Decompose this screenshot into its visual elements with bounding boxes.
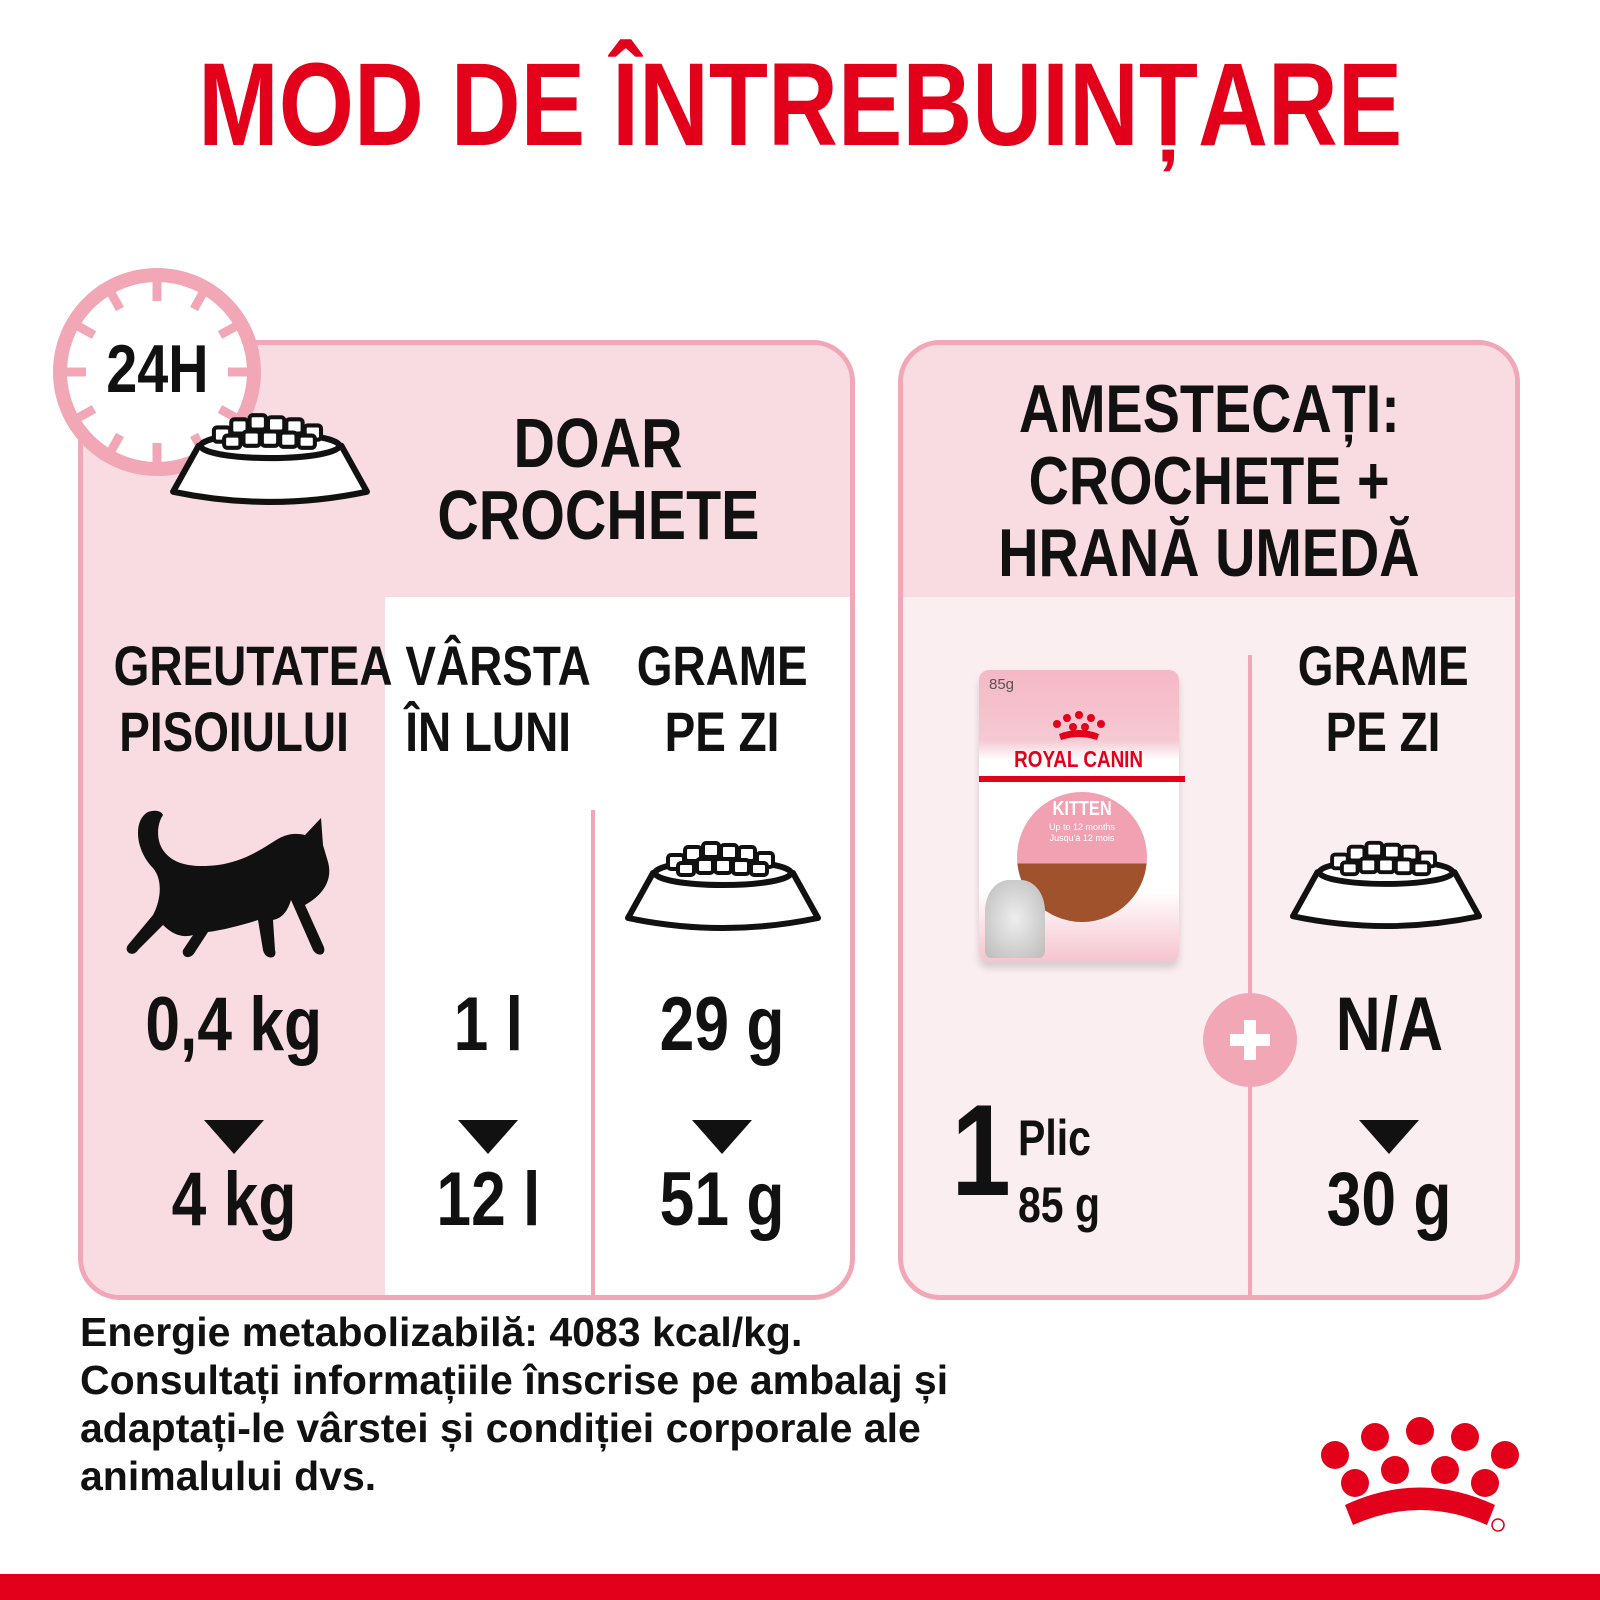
arrow-down-icon — [692, 1120, 752, 1154]
column-age: VÂRSTA ÎN LUNI — [405, 634, 591, 763]
grams-to: 51 g — [659, 1157, 785, 1242]
pouch-subtitle: Up to 12 months Jusqu'à 12 mois — [1048, 822, 1116, 843]
weight-to: 4 kg — [171, 1157, 297, 1242]
grams-from: 29 g — [659, 982, 785, 1067]
arrow-down-icon — [204, 1120, 264, 1154]
dry-grams-to: 30 g — [1327, 1157, 1452, 1242]
wet-count: 1 — [951, 1077, 1011, 1223]
badge-24h: 24H — [105, 331, 209, 407]
column-divider — [591, 810, 595, 1295]
column-divider — [1248, 655, 1252, 1295]
panel-heading: AMESTECAȚI: CROCHETE + HRANĂ UMEDĂ — [998, 371, 1420, 591]
kitten-icon — [126, 810, 330, 958]
food-bowl-icon — [623, 833, 823, 933]
dry-grams-from: N/A — [1335, 982, 1444, 1067]
kitten-photo — [985, 880, 1045, 958]
column-weight: GREUTATEA PISOIULUI — [113, 634, 393, 763]
column-grams: GRAME PE ZI — [1298, 634, 1469, 763]
crown-logo-icon — [1053, 711, 1105, 740]
wet-grams: 85 g — [1018, 1177, 1101, 1233]
arrow-down-icon — [458, 1120, 518, 1154]
brand-red-bar — [0, 1574, 1600, 1600]
food-bowl-icon — [1288, 833, 1484, 931]
pouch-variant: KITTEN — [1052, 798, 1112, 820]
panel-heading: DOAR CROCHETE — [436, 404, 760, 554]
plus-icon — [1203, 993, 1297, 1087]
pouch-brand: ROYAL CANIN — [1014, 746, 1144, 772]
page-title: MOD DE ÎNTREBUINȚARE — [197, 39, 1403, 171]
age-to: 12 l — [436, 1157, 540, 1242]
mixed-feeding-panel: AMESTECAȚI: CROCHETE + HRANĂ UMEDĂ 85g R… — [898, 340, 1520, 1300]
dry-only-panel: DOAR CROCHETE GREUTATEA PISOIULUI VÂRSTA… — [78, 340, 855, 1300]
food-bowl-icon — [168, 405, 372, 507]
weight-from: 0,4 kg — [145, 982, 323, 1067]
product-pouch-image: 85g ROYAL CANIN KITTEN Up to 12 months Ju… — [979, 670, 1185, 962]
age-from: 1 l — [453, 982, 523, 1067]
wet-unit: Plic — [1018, 1110, 1091, 1166]
arrow-down-icon — [1359, 1120, 1419, 1154]
pouch-weight: 85g — [989, 676, 1015, 693]
royal-canin-logo-icon — [1321, 1417, 1519, 1532]
column-grams: GRAME PE ZI — [636, 634, 808, 763]
footer-note: Energie metabolizabilă: 4083 kcal/kg. Con… — [80, 1309, 949, 1499]
